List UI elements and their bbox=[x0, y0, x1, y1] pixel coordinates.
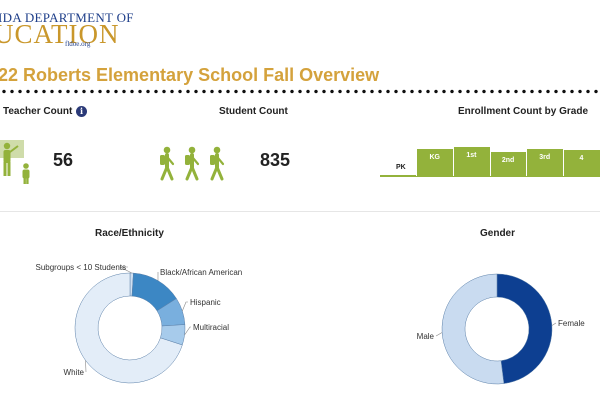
teacher-count-value: 56 bbox=[53, 150, 74, 170]
enrollment-chart-title: Enrollment Count by Grade bbox=[458, 106, 589, 117]
race-donut-chart: Subgroups < 10 Students Black/African Ame… bbox=[35, 263, 242, 384]
info-icon[interactable]: i bbox=[76, 106, 87, 117]
bar-label-pk: PK bbox=[396, 164, 406, 171]
students-walking-icon bbox=[160, 146, 225, 181]
section-divider bbox=[0, 211, 600, 212]
slice-white[interactable] bbox=[74, 272, 183, 384]
slice-label: Multiracial bbox=[193, 323, 229, 332]
race-chart-title: Race/Ethnicity bbox=[95, 228, 164, 239]
page-title: 22 Roberts Elementary School Fall Overvi… bbox=[0, 65, 380, 85]
slice-label: Subgroups < 10 Students bbox=[35, 263, 126, 272]
teacher-icon bbox=[0, 140, 30, 184]
gender-chart-title: Gender bbox=[480, 228, 516, 239]
bar-label-2nd: 2nd bbox=[501, 157, 515, 164]
leader-line bbox=[182, 301, 188, 312]
slice-label: Black/African American bbox=[160, 268, 242, 277]
dotted-divider bbox=[0, 89, 600, 94]
bar-label-3rd: 3rd bbox=[539, 154, 551, 161]
teacher-count-title: Teacher Count bbox=[3, 106, 73, 117]
logo-department-text: IDA DEPARTMENT OF bbox=[0, 10, 134, 25]
enrollment-bar-4[interactable]: 4 bbox=[562, 150, 600, 176]
slice-label: Female bbox=[558, 319, 585, 328]
leader-line bbox=[184, 326, 191, 336]
leader-line bbox=[551, 322, 557, 326]
student-count-value: 835 bbox=[260, 150, 291, 170]
gender-donut-chart: Female Male bbox=[417, 273, 585, 385]
slice-label: Hispanic bbox=[190, 298, 221, 307]
logo-url: fldoe.org bbox=[65, 40, 91, 48]
slice-female[interactable] bbox=[496, 273, 553, 384]
slice-label: White bbox=[64, 368, 85, 377]
logo-education-text: UCATION bbox=[0, 19, 120, 49]
bar-label-kg: KG bbox=[429, 154, 440, 161]
student-count-title: Student Count bbox=[219, 106, 288, 117]
enrollment-bar-2nd[interactable]: 2nd bbox=[489, 152, 527, 176]
enrollment-bar-kg[interactable]: KG bbox=[416, 149, 454, 176]
enrollment-baseline bbox=[380, 175, 600, 177]
bar-label-1st: 1st bbox=[466, 152, 477, 159]
slice-label: Male bbox=[417, 332, 435, 341]
slice-male[interactable] bbox=[441, 273, 505, 385]
leader-line bbox=[435, 332, 443, 337]
enrollment-bar-3rd[interactable]: 3rd bbox=[526, 149, 564, 176]
bar-label-4: 4 bbox=[579, 155, 584, 162]
enrollment-bar-1st[interactable]: 1st bbox=[452, 147, 490, 176]
leader-line bbox=[119, 266, 132, 274]
